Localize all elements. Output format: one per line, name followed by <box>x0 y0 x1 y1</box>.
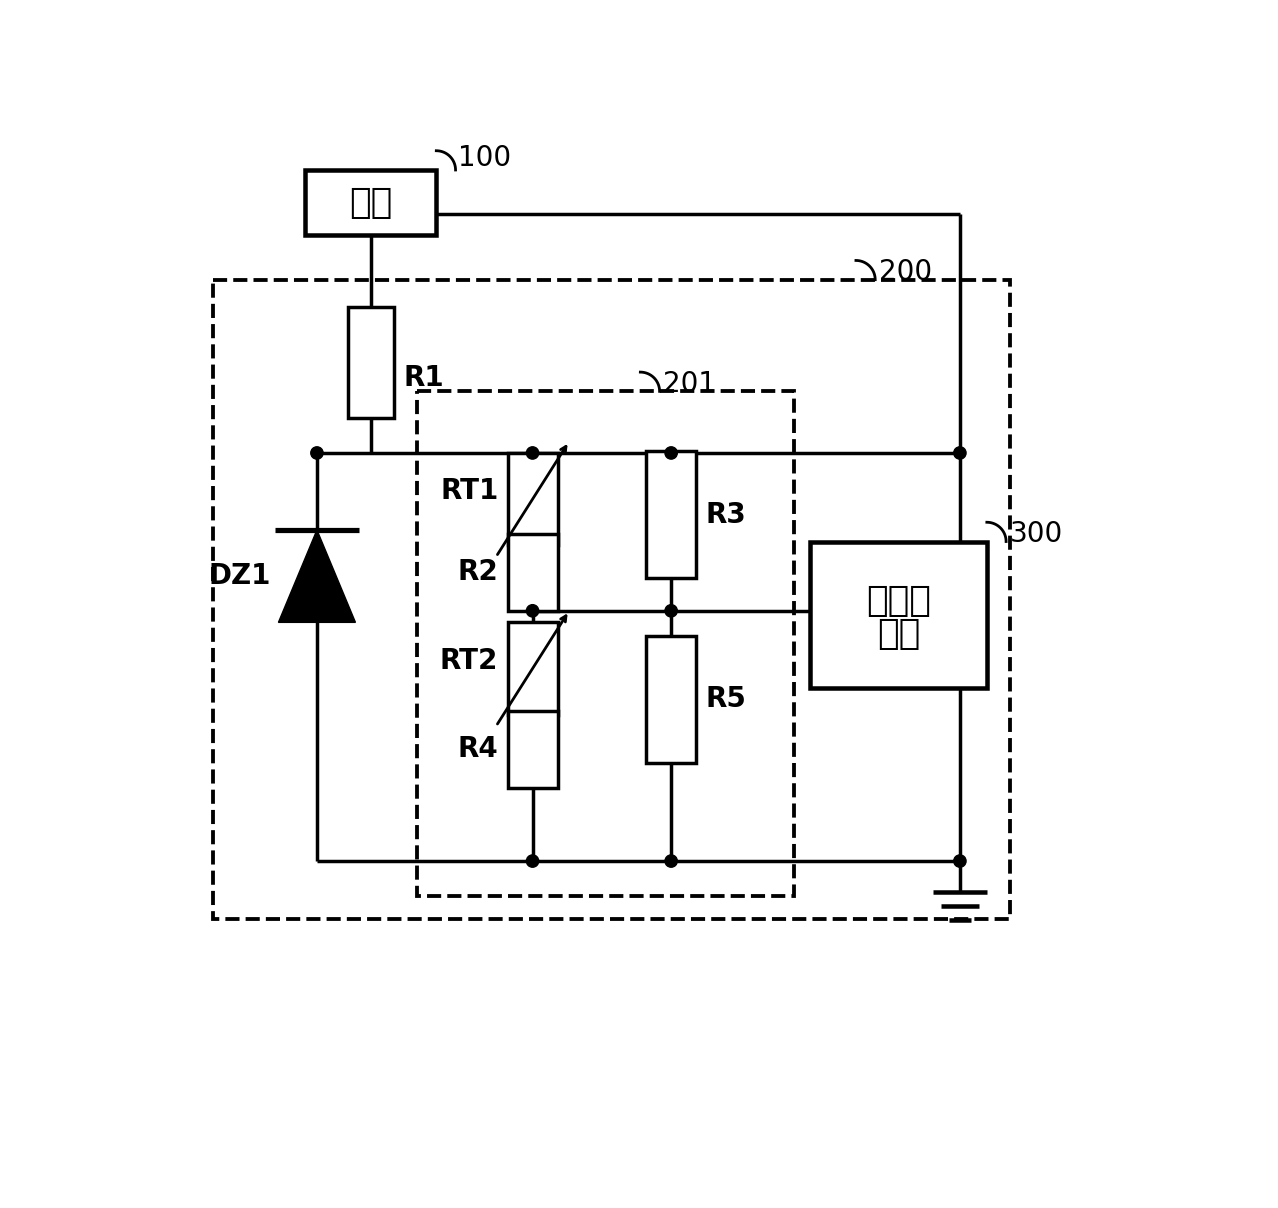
Bar <box>647 635 697 763</box>
Bar <box>810 541 987 687</box>
Text: R1: R1 <box>403 364 443 391</box>
Circle shape <box>527 855 539 867</box>
Bar <box>213 280 1010 919</box>
Text: 压控振: 压控振 <box>866 583 930 617</box>
Polygon shape <box>279 530 355 622</box>
Text: R5: R5 <box>705 685 746 714</box>
Bar <box>417 391 795 895</box>
Bar <box>305 170 436 236</box>
Circle shape <box>311 447 323 459</box>
Text: 300: 300 <box>1010 519 1063 547</box>
Bar <box>647 451 697 579</box>
Text: RT1: RT1 <box>440 477 498 505</box>
Circle shape <box>953 855 966 867</box>
Text: DZ1: DZ1 <box>208 562 271 591</box>
Bar <box>507 453 557 545</box>
Circle shape <box>527 605 539 617</box>
Text: R2: R2 <box>458 558 498 586</box>
Text: 荡器: 荡器 <box>877 617 920 651</box>
Circle shape <box>665 605 677 617</box>
Circle shape <box>953 447 966 459</box>
Text: R3: R3 <box>705 500 746 529</box>
Circle shape <box>665 447 677 459</box>
Text: 电源: 电源 <box>349 186 392 220</box>
Bar <box>507 534 557 611</box>
Text: R4: R4 <box>458 736 498 763</box>
Text: RT2: RT2 <box>440 646 498 675</box>
Text: 100: 100 <box>458 145 511 173</box>
Bar <box>507 712 557 788</box>
Bar <box>348 307 394 418</box>
Text: 200: 200 <box>879 259 932 286</box>
Circle shape <box>665 855 677 867</box>
Circle shape <box>527 447 539 459</box>
Text: 201: 201 <box>663 370 717 397</box>
Bar <box>507 622 557 715</box>
